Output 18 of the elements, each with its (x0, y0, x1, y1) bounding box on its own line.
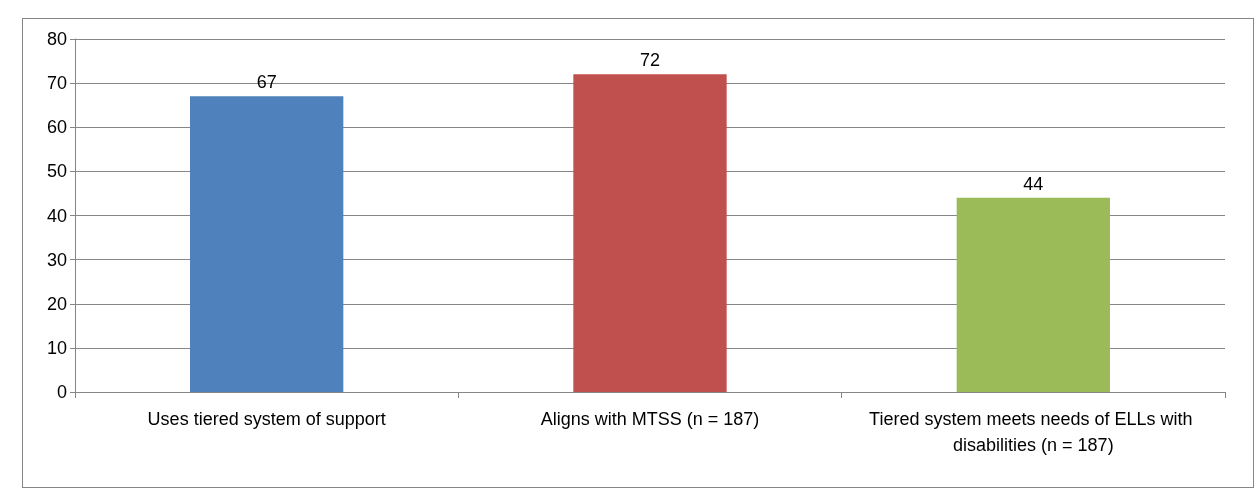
y-tick-label: 10 (46, 337, 67, 358)
x-tick-label: Uses tiered system of support (147, 409, 386, 429)
data-label: 67 (256, 72, 277, 93)
bar (190, 96, 344, 392)
y-tick-label: 80 (46, 29, 67, 49)
y-tick-label: 50 (46, 161, 67, 182)
data-label: 44 (1023, 173, 1044, 194)
data-label: 72 (639, 50, 661, 71)
y-tick-label: 40 (46, 205, 67, 226)
y-tick-label: 20 (46, 293, 67, 314)
x-tick-label: Tiered system meets needs of ELLs with disabilities (n = 187) (869, 409, 1198, 455)
y-tick-label: 0 (56, 382, 67, 402)
x-tick-label: Aligns with MTSS (n = 187) (540, 409, 760, 429)
y-tick-label: 60 (46, 117, 67, 138)
y-tick-label: 30 (46, 249, 67, 270)
y-tick-label: 70 (46, 73, 67, 94)
bar (956, 197, 1110, 392)
bar (573, 74, 727, 392)
